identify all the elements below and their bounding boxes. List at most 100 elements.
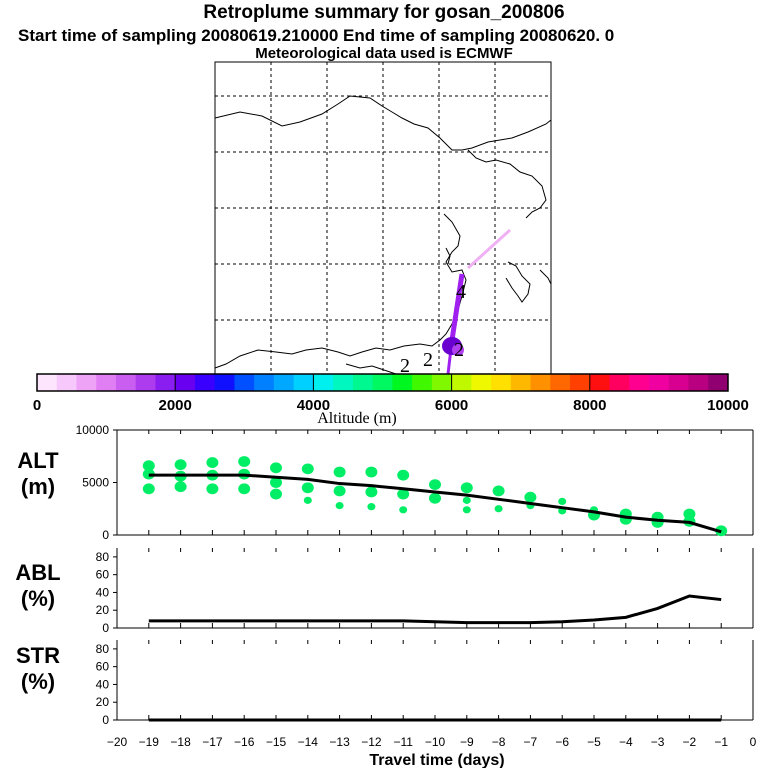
scatter-point <box>142 460 155 472</box>
colorbar-cell <box>550 374 571 391</box>
y-tick-label: 80 <box>96 550 110 564</box>
y-tick-label: 0 <box>102 713 109 727</box>
colorbar-tick-label: 10000 <box>707 397 749 414</box>
colorbar-cell <box>471 374 492 391</box>
map-label: 2 <box>423 349 433 371</box>
colorbar-cell <box>175 374 196 391</box>
map-coastlines <box>214 95 552 375</box>
scatter-point <box>270 477 282 488</box>
colorbar-cell <box>313 374 334 391</box>
scatter-point <box>174 481 187 493</box>
scatter-point <box>333 466 346 478</box>
colorbar-cell <box>96 374 117 391</box>
scatter-point <box>333 485 346 497</box>
scatter-point <box>238 483 251 495</box>
y-tick-label: 60 <box>96 568 110 582</box>
scatter-point <box>492 485 505 497</box>
scatter-point <box>301 463 314 475</box>
y-tick-label: 20 <box>96 695 110 709</box>
scatter-point <box>397 469 410 481</box>
colorbar-cell <box>372 374 393 391</box>
map-gridlines <box>215 62 551 374</box>
colorbar-cell <box>115 374 137 391</box>
panel-label: STR <box>16 643 60 668</box>
scatter-point <box>365 486 378 498</box>
scatter-point <box>303 496 312 504</box>
colorbar-cell <box>293 374 314 391</box>
colorbar-tick-label: 2000 <box>159 397 192 414</box>
scatter-point <box>206 483 219 495</box>
colorbar-cell <box>629 374 650 391</box>
colorbar-cell <box>56 374 77 391</box>
scatter-point <box>494 505 503 513</box>
scatter-point <box>399 506 408 514</box>
x-tick-label: −13 <box>329 735 350 749</box>
colorbar-cell <box>392 374 413 391</box>
scatter-point <box>558 497 567 505</box>
colorbar-label: Altitude (m) <box>317 410 397 427</box>
plume-segment <box>449 273 465 341</box>
colorbar-cell <box>254 374 275 391</box>
colorbar-cell <box>37 374 58 391</box>
plume-trajectory <box>442 228 512 375</box>
altitude-colorbar: 0 2000 4000 6000 8000 10000 Altitude (m) <box>33 373 749 427</box>
colorbar-cell <box>530 374 551 391</box>
panel-alt: 10000 5000 0 ALT(m) <box>17 423 754 542</box>
x-tick-label: −11 <box>393 735 413 749</box>
scatter-point <box>335 502 344 510</box>
colorbar-tick-label: 4000 <box>297 397 330 414</box>
y-tick-label: 20 <box>96 603 110 617</box>
colorbar-cell <box>708 374 729 391</box>
y-tick-label: 60 <box>96 660 110 674</box>
colorbar-tick-label: 8000 <box>573 397 606 414</box>
x-tick-label: −1 <box>714 735 728 749</box>
colorbar-tick-label: 0 <box>33 397 41 414</box>
scatter-point <box>270 462 282 474</box>
colorbar-cell <box>491 374 512 391</box>
colorbar-tick-label: 6000 <box>435 397 468 414</box>
scatter-point <box>206 457 219 468</box>
colorbar-cell <box>352 374 374 391</box>
colorbar-cell <box>234 374 255 391</box>
colorbar-cell <box>589 374 611 391</box>
colorbar-cell <box>412 374 433 391</box>
panel-label: ALT <box>17 448 59 473</box>
y-tick-label: 5000 <box>82 476 109 490</box>
scatter-point <box>365 466 378 478</box>
x-tick-label: −18 <box>170 735 191 749</box>
x-tick-label: −15 <box>266 735 287 749</box>
map-label: 2 <box>454 339 464 361</box>
scatter-point <box>270 488 282 500</box>
colorbar-cell <box>273 374 295 391</box>
x-tick-label: −20 <box>107 735 128 749</box>
scatter-point <box>142 483 155 495</box>
panel-label: ABL <box>15 560 60 585</box>
colorbar-cell <box>510 374 532 391</box>
colorbar-cell <box>609 374 630 391</box>
colorbar-cell <box>649 374 670 391</box>
scatter-point <box>301 482 314 494</box>
scatter-point <box>429 492 441 504</box>
colorbar-cell <box>76 374 97 391</box>
x-axis-label: Travel time (days) <box>369 752 504 768</box>
map-label: 2 <box>400 355 410 377</box>
colorbar-cell <box>135 374 156 391</box>
y-tick-label: 10000 <box>76 423 110 437</box>
sampling-time-line: Start time of sampling 20080619.210000 E… <box>18 26 615 45</box>
scatter-point <box>524 491 537 503</box>
colorbar-cell <box>451 374 472 391</box>
x-tick-label: −5 <box>587 735 601 749</box>
x-tick-label: −7 <box>524 735 538 749</box>
plume-segment <box>466 228 512 270</box>
panel-abl: 80 60 40 20 0 ABL(%) <box>15 548 754 635</box>
colorbar-cell <box>431 374 453 391</box>
colorbar-cell <box>194 374 216 391</box>
colorbar-cell <box>333 374 354 391</box>
y-tick-label: 0 <box>102 621 109 635</box>
x-tick-label: −8 <box>492 735 506 749</box>
scatter-point <box>460 482 473 494</box>
scatter-point <box>174 459 187 471</box>
map-panel: 4 2 2 2 <box>214 61 552 377</box>
met-data-line: Meteorological data used is ECMWF <box>255 45 513 62</box>
y-tick-label: 0 <box>102 528 109 542</box>
